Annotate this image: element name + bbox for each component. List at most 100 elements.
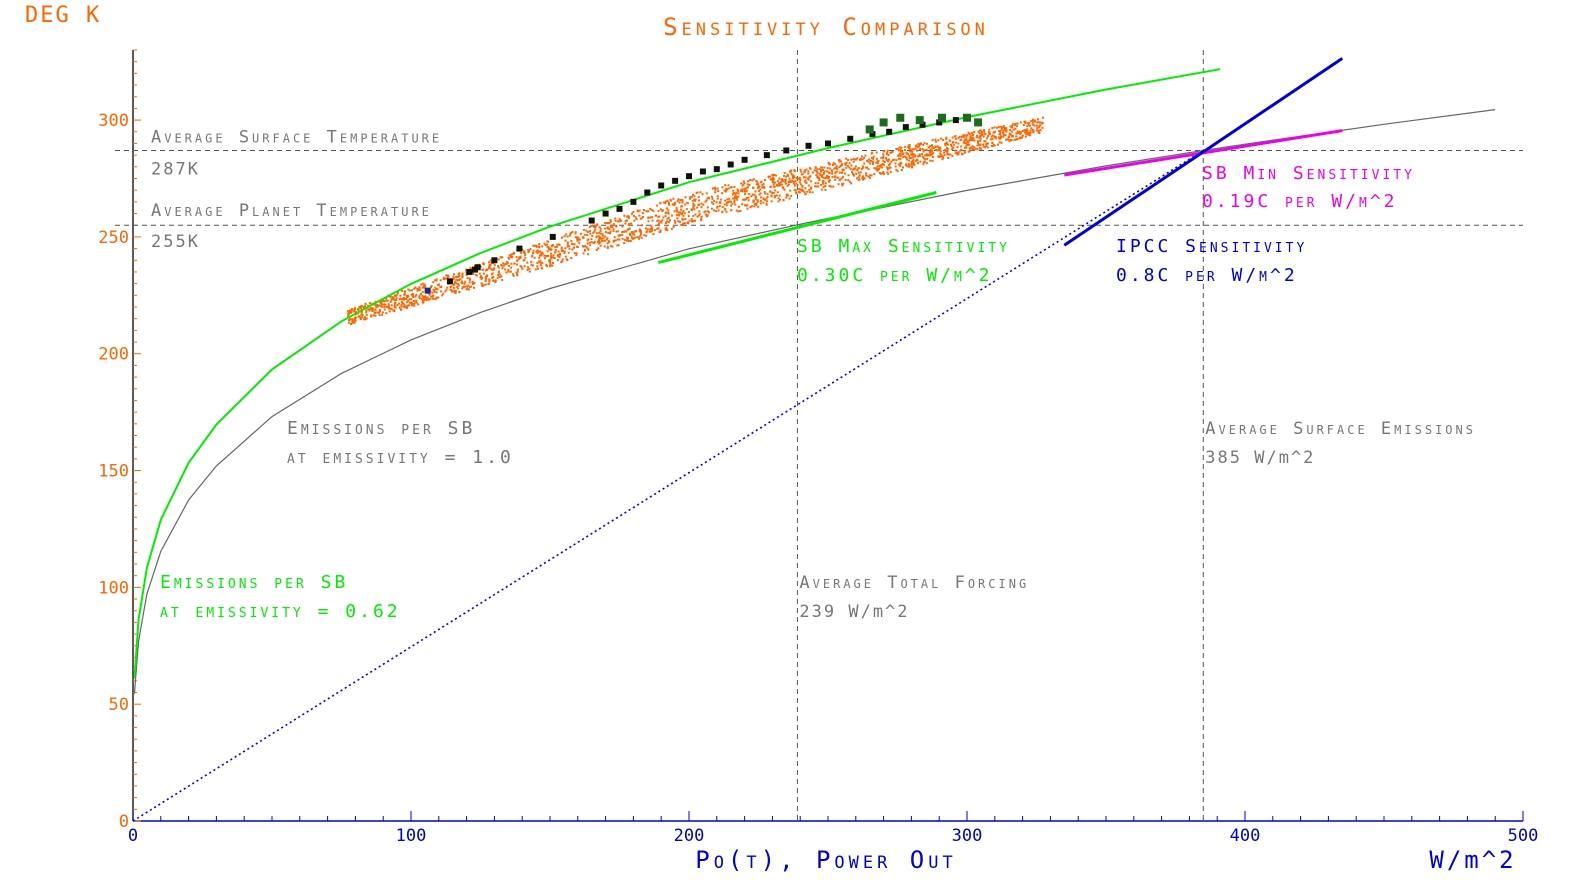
- scatter-point: [1041, 121, 1044, 124]
- scatter-point: [557, 243, 560, 246]
- scatter-point: [395, 297, 398, 300]
- scatter-point: [867, 175, 870, 178]
- scatter-point: [408, 298, 411, 301]
- scatter-point: [1001, 131, 1004, 134]
- scatter-point: [862, 175, 865, 178]
- scatter-point: [588, 225, 591, 228]
- scatter-point: [632, 211, 635, 214]
- scatter-point: [914, 145, 917, 148]
- scatter-point: [393, 299, 396, 302]
- scatter-point: [809, 167, 812, 170]
- scatter-point: [745, 189, 748, 192]
- scatter-point: [523, 252, 526, 255]
- scatter-point: [852, 160, 855, 163]
- scatter-point: [593, 240, 596, 243]
- scatter-point: [815, 169, 818, 172]
- scatter-point: [651, 216, 654, 219]
- scatter-point: [841, 183, 844, 186]
- scatter-point: [796, 183, 799, 186]
- scatter-point: [681, 211, 684, 214]
- scatter-point: [893, 158, 896, 161]
- scatter-point: [895, 159, 898, 162]
- scatter-point: [925, 154, 928, 157]
- scatter-point: [368, 309, 371, 312]
- scatter-point: [615, 230, 618, 233]
- scatter-point: [609, 220, 612, 223]
- scatter-point: [867, 168, 870, 171]
- scatter-point: [571, 230, 574, 233]
- scatter-point: [993, 130, 996, 133]
- scatter-point: [845, 157, 848, 160]
- data-point-black: [869, 131, 876, 138]
- data-point-black: [727, 161, 734, 168]
- scatter-point: [975, 134, 978, 137]
- scatter-point: [846, 165, 849, 168]
- scatter-point: [1016, 132, 1019, 135]
- scatter-point: [759, 188, 762, 191]
- scatter-point: [838, 160, 841, 163]
- scatter-point: [946, 150, 949, 153]
- scatter-point: [1031, 121, 1034, 124]
- scatter-point: [887, 160, 890, 163]
- scatter-point: [396, 304, 399, 307]
- scatter-point: [907, 163, 910, 166]
- scatter-point: [445, 288, 448, 291]
- scatter-point: [665, 211, 668, 214]
- scatter-point: [491, 268, 494, 271]
- scatter-point: [922, 150, 925, 153]
- scatter-point: [401, 289, 404, 292]
- scatter-point: [821, 175, 824, 178]
- scatter-point: [606, 227, 609, 230]
- scatter-point: [616, 238, 619, 241]
- scatter-point: [931, 155, 934, 158]
- scatter-point: [692, 202, 695, 205]
- scatter-point: [1037, 121, 1040, 124]
- scatter-point: [990, 144, 993, 147]
- scatter-point: [744, 193, 747, 196]
- scatter-point: [558, 255, 561, 258]
- scatter-point: [706, 206, 709, 209]
- scatter-point: [1035, 129, 1038, 132]
- scatter-point: [1010, 130, 1013, 133]
- scatter-point: [911, 150, 914, 153]
- scatter-point: [826, 167, 829, 170]
- scatter-point: [861, 165, 864, 168]
- scatter-point: [510, 262, 513, 265]
- scatter-point: [727, 201, 730, 204]
- scatter-point: [814, 185, 817, 188]
- scatter-point: [606, 222, 609, 225]
- scatter-point: [454, 289, 457, 292]
- scatter-point: [743, 182, 746, 185]
- scatter-point: [763, 190, 766, 193]
- scatter-point: [990, 135, 993, 138]
- scatter-point: [370, 307, 373, 310]
- scatter-point: [701, 193, 704, 196]
- scatter-point: [352, 319, 355, 322]
- scatter-point: [946, 148, 949, 151]
- scatter-point: [575, 245, 578, 248]
- scatter-point: [723, 203, 726, 206]
- scatter-point: [805, 181, 808, 184]
- scatter-point: [735, 197, 738, 200]
- scatter-point: [779, 181, 782, 184]
- scatter-point: [653, 229, 656, 232]
- scatter-point: [598, 240, 601, 243]
- scatter-point: [526, 268, 529, 271]
- scatter-point: [361, 314, 364, 317]
- scatter-point: [413, 304, 416, 307]
- scatter-point: [733, 197, 736, 200]
- scatter-point: [546, 250, 549, 253]
- scatter-point: [386, 305, 389, 308]
- scatter-point: [624, 230, 627, 233]
- scatter-point: [651, 219, 654, 222]
- scatter-point: [954, 141, 957, 144]
- scatter-point: [960, 145, 963, 148]
- scatter-point: [998, 141, 1001, 144]
- scatter-point: [741, 190, 744, 193]
- scatter-point: [921, 153, 924, 156]
- scatter-point: [446, 274, 449, 277]
- scatter-point: [788, 170, 791, 173]
- scatter-point: [769, 175, 772, 178]
- scatter-point: [876, 165, 879, 168]
- scatter-point: [787, 174, 790, 177]
